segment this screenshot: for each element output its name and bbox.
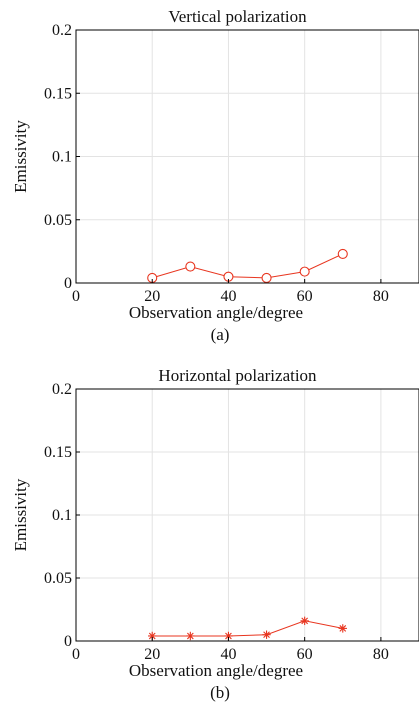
grid-a xyxy=(76,30,419,283)
data-point xyxy=(337,248,348,259)
x-tick-label: 40 xyxy=(220,288,236,305)
y-tick-label: 0.1 xyxy=(52,149,72,166)
chart-title-a: Vertical polarization xyxy=(168,7,307,26)
caption-a: (a) xyxy=(211,325,230,344)
ticks-b: 0 20 40 60 80 0 0.05 0.1 0.15 0.2 xyxy=(44,381,389,663)
y-tick-label: 0.1 xyxy=(52,507,72,524)
data-point xyxy=(262,630,271,639)
data-point xyxy=(261,272,272,283)
chart-title-b: Horizontal polarization xyxy=(158,366,317,385)
series-line xyxy=(152,620,343,637)
x-tick-label: 0 xyxy=(72,646,80,663)
x-tick-label: 80 xyxy=(373,288,389,305)
chart-horizontal-polarization: 0 20 40 60 80 0 0.05 0.1 0.15 0.2 Horizontal pola… xyxy=(11,366,419,702)
data-point xyxy=(299,266,310,277)
grid-b xyxy=(76,389,419,641)
chart-vertical-polarization: 0 20 40 60 80 0 0.05 0.1 0.15 0.2 Vertical polari… xyxy=(11,7,419,344)
x-axis-title-a: Observation angle/degree xyxy=(129,303,303,322)
data-point xyxy=(300,616,309,626)
x-tick-label: 20 xyxy=(144,646,160,663)
marks-a xyxy=(147,248,348,283)
x-tick-label: 20 xyxy=(144,288,160,305)
y-axis-title-a: Emissivity xyxy=(11,120,30,193)
data-point xyxy=(338,624,347,633)
x-tick-label: 40 xyxy=(220,646,236,663)
x-tick-label: 60 xyxy=(297,646,313,663)
x-axis-title-b: Observation angle/degree xyxy=(129,661,303,680)
marks-b xyxy=(148,616,347,641)
y-tick-label: 0 xyxy=(64,275,72,292)
y-tick-label: 0.15 xyxy=(44,444,72,461)
data-point xyxy=(185,261,196,272)
x-tick-label: 60 xyxy=(297,288,313,305)
x-tick-label: 0 xyxy=(72,288,80,305)
y-tick-label: 0.05 xyxy=(44,570,72,587)
series-line xyxy=(152,253,344,279)
ticks-a: 0 20 40 60 80 0 0.05 0.1 0.15 0.2 xyxy=(44,22,389,305)
y-tick-label: 0.15 xyxy=(44,85,72,102)
y-tick-label: 0 xyxy=(64,633,72,650)
y-tick-label: 0.2 xyxy=(52,22,72,39)
data-point xyxy=(186,631,195,641)
y-tick-label: 0.05 xyxy=(44,212,72,229)
caption-b: (b) xyxy=(210,683,230,702)
x-tick-label: 80 xyxy=(373,646,389,663)
y-tick-label: 0.2 xyxy=(52,381,72,398)
y-axis-title-b: Emissivity xyxy=(11,478,30,551)
